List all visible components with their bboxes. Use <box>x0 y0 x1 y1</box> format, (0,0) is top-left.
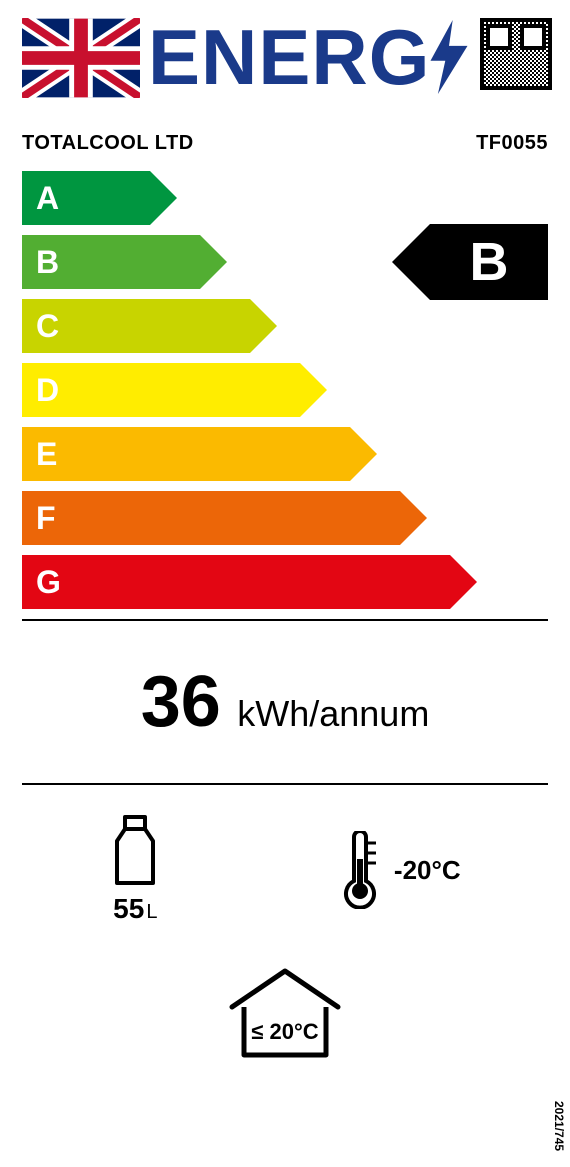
bar-row: G <box>22 555 548 609</box>
climate-class: ≤ 20°C <box>22 963 548 1063</box>
consumption: 36 kWh/annum <box>22 661 548 743</box>
efficiency-scale: ABCDEFG B <box>22 171 548 609</box>
model-number: TF0055 <box>476 132 548 155</box>
bar-row: F <box>22 491 548 545</box>
efficiency-bar-f: F <box>22 491 400 545</box>
consumption-value: 36 <box>141 661 221 743</box>
capacity-value-row: 55L <box>113 893 157 925</box>
divider <box>22 783 548 785</box>
capacity-value: 55 <box>113 893 144 924</box>
capacity-spec: 55L <box>109 815 161 925</box>
bar-letter: B <box>36 244 59 281</box>
bar-letter: E <box>36 436 57 473</box>
bar-row: D <box>22 363 548 417</box>
bar-letter: A <box>36 180 59 217</box>
rating-letter: B <box>470 231 509 293</box>
divider <box>22 619 548 621</box>
regulation-number: 2021/745 <box>552 1101 566 1151</box>
bottle-icon <box>109 815 161 887</box>
house-icon: ≤ 20°C <box>220 963 350 1063</box>
bar-letter: D <box>36 372 59 409</box>
bar-letter: F <box>36 500 56 537</box>
rating-arrow: B <box>430 224 548 300</box>
efficiency-bar-e: E <box>22 427 350 481</box>
bar-letter: C <box>36 308 59 345</box>
efficiency-bar-b: B <box>22 235 200 289</box>
capacity-unit: L <box>146 901 157 923</box>
bar-letter: G <box>36 564 61 601</box>
header: ENERG <box>22 18 548 110</box>
lightning-icon <box>426 20 472 94</box>
qr-code-icon <box>480 18 552 90</box>
energy-label: ENERG TOTALCOOL LTD TF0055 ABCDEFG B 36 … <box>0 0 570 1167</box>
uk-flag-icon <box>22 18 140 98</box>
energy-text: ENERG <box>148 18 430 96</box>
efficiency-bar-d: D <box>22 363 300 417</box>
bar-row: C <box>22 299 548 353</box>
specs-row: 55L -20°C <box>22 815 548 925</box>
bar-row: A <box>22 171 548 225</box>
supplier-row: TOTALCOOL LTD TF0055 <box>22 132 548 155</box>
efficiency-bar-g: G <box>22 555 450 609</box>
efficiency-bar-a: A <box>22 171 150 225</box>
consumption-unit: kWh/annum <box>237 693 429 735</box>
efficiency-bar-c: C <box>22 299 250 353</box>
supplier-name: TOTALCOOL LTD <box>22 132 194 155</box>
climate-label: ≤ 20°C <box>220 1019 350 1045</box>
bar-row: E <box>22 427 548 481</box>
freeze-spec: -20°C <box>336 831 461 909</box>
energy-wordmark: ENERG <box>148 18 472 96</box>
thermometer-icon <box>336 831 384 909</box>
freeze-temp-value: -20°C <box>394 855 461 886</box>
